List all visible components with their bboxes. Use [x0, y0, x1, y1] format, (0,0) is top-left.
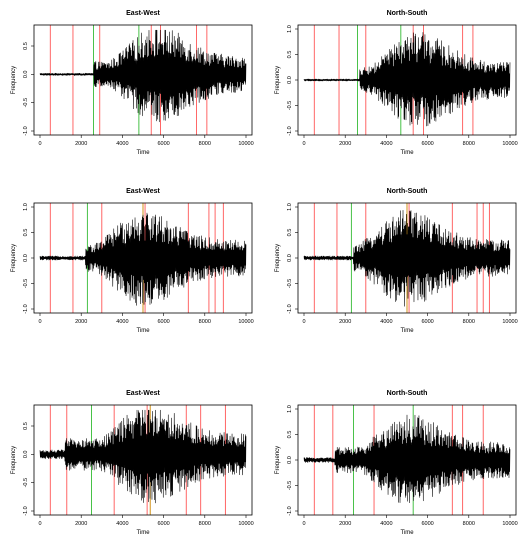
y-tick-label: -0.5 — [287, 279, 293, 288]
x-tick-label: 10000 — [502, 141, 517, 147]
x-tick-label: 10000 — [502, 319, 517, 325]
chart-title: North-South — [387, 10, 428, 17]
waveform-line — [303, 414, 511, 504]
x-tick-label: 6000 — [421, 141, 433, 147]
x-tick-label: 0 — [302, 319, 305, 325]
y-tick-label: 0.0 — [23, 451, 29, 459]
y-axis-label: Frequency — [275, 446, 281, 474]
x-tick-label: 2000 — [339, 141, 351, 147]
x-tick-label: 2000 — [339, 319, 351, 325]
y-tick-label: -1.0 — [287, 506, 293, 515]
chart-title: East-West — [126, 390, 160, 397]
x-tick-label: 0 — [302, 521, 305, 527]
waveform-line — [39, 212, 247, 306]
chart-panel-4: North-South 0 2000 4000 6000 8000 10000 -1.0 -0.… — [275, 188, 518, 334]
x-tick-label: 4000 — [380, 319, 392, 325]
y-tick-label: -0.5 — [23, 98, 29, 107]
y-tick-label: 0.5 — [23, 42, 29, 50]
y-axis-label: Frequency — [11, 66, 17, 94]
y-tick-label: 0.0 — [287, 76, 293, 84]
x-tick-label: 2000 — [75, 141, 87, 147]
y-tick-label: -0.5 — [287, 481, 293, 490]
chart-title: North-South — [387, 390, 428, 397]
y-tick-label: 0.0 — [23, 254, 29, 262]
x-axis-label: Time — [136, 530, 150, 536]
x-tick-label: 4000 — [380, 141, 392, 147]
y-tick-label: 0.0 — [287, 254, 293, 262]
y-tick-label: 0.5 — [23, 229, 29, 237]
x-tick-label: 0 — [38, 319, 41, 325]
chart-panel-6: North-South 0 2000 4000 6000 8000 10000 -1.0 -0.… — [275, 390, 518, 536]
x-tick-label: 6000 — [421, 521, 433, 527]
y-tick-label: 1.0 — [287, 405, 293, 413]
y-tick-label: -1.0 — [287, 304, 293, 313]
waveform-line — [39, 409, 247, 504]
x-tick-label: 8000 — [463, 319, 475, 325]
x-tick-label: 8000 — [199, 319, 211, 325]
x-axis-label: Time — [400, 530, 414, 536]
y-tick-label: -0.5 — [23, 478, 29, 487]
x-axis-label: Time — [136, 328, 150, 334]
x-tick-label: 10000 — [238, 319, 253, 325]
x-tick-label: 8000 — [463, 141, 475, 147]
y-axis-label: Frequency — [11, 244, 17, 272]
y-tick-label: 0.5 — [23, 422, 29, 430]
x-tick-label: 10000 — [502, 521, 517, 527]
x-tick-label: 8000 — [463, 521, 475, 527]
y-tick-label: -0.5 — [287, 101, 293, 110]
x-tick-label: 4000 — [380, 521, 392, 527]
y-tick-label: 1.0 — [287, 203, 293, 211]
x-axis-label: Time — [400, 328, 414, 334]
y-axis-label: Frequency — [11, 446, 17, 474]
x-tick-label: 0 — [38, 521, 41, 527]
y-tick-label: -1.0 — [287, 126, 293, 135]
y-tick-label: 0.5 — [287, 229, 293, 237]
chart-title: East-West — [126, 188, 160, 195]
y-tick-label: 0.0 — [23, 71, 29, 79]
x-tick-label: 2000 — [75, 521, 87, 527]
y-tick-label: -1.0 — [23, 304, 29, 313]
x-tick-label: 2000 — [339, 521, 351, 527]
y-tick-label: -0.5 — [23, 279, 29, 288]
x-tick-label: 8000 — [199, 521, 211, 527]
waveform-line — [39, 29, 247, 123]
chart-panel-3: East-West 0 2000 4000 6000 8000 10000 -1.0 -0.5 0… — [11, 188, 254, 334]
x-tick-label: 4000 — [116, 319, 128, 325]
chart-title: East-West — [126, 10, 160, 17]
x-tick-label: 10000 — [238, 521, 253, 527]
y-tick-label: 0.5 — [287, 431, 293, 439]
plot-frame — [33, 24, 253, 136]
x-tick-label: 8000 — [199, 141, 211, 147]
x-axis-label: Time — [400, 150, 414, 156]
x-tick-label: 6000 — [157, 319, 169, 325]
chart-title: North-South — [387, 188, 428, 195]
x-tick-label: 0 — [302, 141, 305, 147]
waveform-line — [303, 32, 511, 127]
x-tick-label: 6000 — [157, 141, 169, 147]
chart-panel-5: East-West 0 2000 4000 6000 8000 10000 -1.0 -0.5 0… — [11, 390, 254, 536]
y-tick-label: 0.5 — [287, 51, 293, 59]
y-axis-label: Frequency — [275, 66, 281, 94]
x-tick-label: 6000 — [421, 319, 433, 325]
chart-panel-1: East-West 0 2000 4000 6000 8000 10000 -1.0 -0.5 0… — [11, 10, 254, 156]
chart-panel-2: North-South 0 2000 4000 6000 8000 10000 -1.0 -0.… — [275, 10, 518, 156]
x-tick-label: 0 — [38, 141, 41, 147]
y-tick-label: -1.0 — [23, 126, 29, 135]
x-tick-label: 10000 — [238, 141, 253, 147]
x-tick-label: 4000 — [116, 141, 128, 147]
y-tick-label: 0.0 — [287, 456, 293, 464]
x-tick-label: 4000 — [116, 521, 128, 527]
y-tick-label: 1.0 — [287, 25, 293, 33]
x-axis-label: Time — [136, 150, 150, 156]
waveform-line — [303, 210, 511, 307]
plot-frame — [33, 404, 253, 516]
y-axis-label: Frequency — [275, 244, 281, 272]
x-tick-label: 2000 — [75, 319, 87, 325]
y-tick-label: -1.0 — [23, 506, 29, 515]
y-tick-label: 1.0 — [23, 203, 29, 211]
x-tick-label: 6000 — [157, 521, 169, 527]
